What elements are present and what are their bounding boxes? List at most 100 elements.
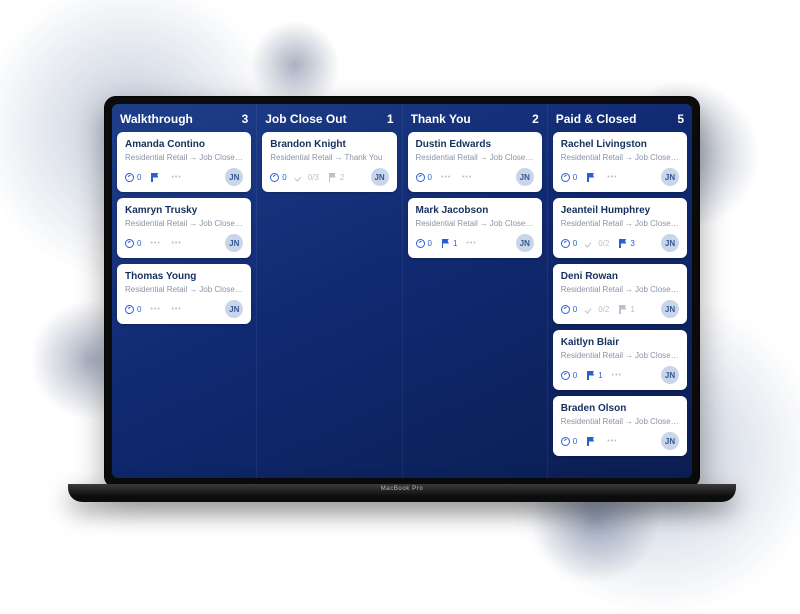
chip-check[interactable]: 0/3 (296, 173, 319, 182)
column-header: Walkthrough3 (117, 110, 251, 132)
kanban-card[interactable]: Jeanteil HumphreyResidential Retail→Job … (553, 198, 687, 258)
path-source: Residential Retail (416, 153, 478, 162)
avatar[interactable]: JN (661, 234, 679, 252)
chip-dots[interactable] (612, 371, 624, 380)
chip-flag[interactable] (586, 173, 598, 182)
chip-clock[interactable]: 0 (270, 173, 286, 182)
kanban-card[interactable]: Thomas YoungResidential Retail→Job Close… (117, 264, 251, 324)
card-name: Kamryn Trusky (125, 205, 243, 216)
avatar[interactable]: JN (661, 432, 679, 450)
card-name: Amanda Contino (125, 139, 243, 150)
chip-check[interactable]: 0/2 (586, 305, 609, 314)
chip-clock[interactable]: 0 (561, 239, 577, 248)
chip-text: 0/3 (308, 173, 319, 182)
arrow-icon: → (189, 285, 197, 294)
chip-text: 1 (453, 239, 457, 248)
chip-flag[interactable]: 1 (441, 239, 457, 248)
card-footer: 0 0/2 1 JN (561, 300, 679, 318)
card-name: Brandon Knight (270, 139, 388, 150)
path-dest: Job Close Out (199, 219, 243, 228)
chip-text: 0 (137, 173, 141, 182)
chip-dots[interactable] (150, 239, 162, 248)
laptop-base: MacBook Pro (68, 484, 736, 502)
chip-clock[interactable]: 0 (416, 239, 432, 248)
chip-text: 1 (598, 371, 602, 380)
kanban-card[interactable]: Kaitlyn BlairResidential Retail→Job Clos… (553, 330, 687, 390)
chip-text: 0 (428, 173, 432, 182)
dots-icon (150, 305, 159, 314)
avatar[interactable]: JN (661, 366, 679, 384)
card-footer: 0 JN (416, 168, 534, 186)
avatar[interactable]: JN (225, 168, 243, 186)
chip-clock[interactable]: 0 (125, 305, 141, 314)
card-chips: 0 0/2 3 (561, 239, 635, 248)
chip-flag[interactable] (586, 437, 598, 446)
board-column: Walkthrough3Amanda ContinoResidential Re… (112, 104, 257, 478)
chip-clock[interactable]: 0 (416, 173, 432, 182)
chip-dots[interactable] (462, 173, 474, 182)
column-count: 2 (532, 112, 539, 126)
card-name: Mark Jacobson (416, 205, 534, 216)
flag-icon (618, 239, 627, 248)
chip-flag[interactable]: 1 (586, 371, 602, 380)
dots-icon (150, 239, 159, 248)
chip-dots[interactable] (607, 437, 619, 446)
card-chips: 0 (125, 173, 183, 182)
clock-icon (125, 173, 134, 182)
kanban-card[interactable]: Rachel LivingstonResidential Retail→Job … (553, 132, 687, 192)
flag-icon (441, 239, 450, 248)
avatar[interactable]: JN (516, 234, 534, 252)
avatar[interactable]: JN (371, 168, 389, 186)
chip-flag[interactable]: 2 (328, 173, 344, 182)
card-name: Deni Rowan (561, 271, 679, 282)
avatar[interactable]: JN (225, 234, 243, 252)
avatar[interactable]: JN (661, 168, 679, 186)
chip-dots[interactable] (171, 305, 183, 314)
clock-icon (561, 371, 570, 380)
card-path: Residential Retail→Job Close Out (561, 219, 679, 228)
column-title: Walkthrough (120, 112, 193, 126)
avatar[interactable]: JN (661, 300, 679, 318)
chip-flag[interactable]: 3 (618, 239, 634, 248)
dots-icon (462, 173, 471, 182)
chip-dots[interactable] (150, 305, 162, 314)
card-path: Residential Retail→Job Close Out (416, 219, 534, 228)
board-column: Job Close Out1Brandon KnightResidential … (257, 104, 402, 478)
chip-text: 0 (573, 173, 577, 182)
chip-clock[interactable]: 0 (561, 371, 577, 380)
chip-dots[interactable] (466, 239, 478, 248)
chip-text: 1 (630, 305, 634, 314)
chip-dots[interactable] (607, 173, 619, 182)
chip-dots[interactable] (171, 239, 183, 248)
avatar[interactable]: JN (225, 300, 243, 318)
chip-dots[interactable] (441, 173, 453, 182)
kanban-card[interactable]: Deni RowanResidential Retail→Job Close O… (553, 264, 687, 324)
avatar[interactable]: JN (516, 168, 534, 186)
chip-clock[interactable]: 0 (125, 173, 141, 182)
kanban-card[interactable]: Amanda ContinoResidential Retail→Job Clo… (117, 132, 251, 192)
card-chips: 01 (561, 371, 624, 380)
arrow-icon: → (625, 351, 633, 360)
chip-clock[interactable]: 0 (561, 305, 577, 314)
chip-clock[interactable]: 0 (561, 173, 577, 182)
kanban-card[interactable]: Dustin EdwardsResidential Retail→Job Clo… (408, 132, 542, 192)
chip-flag[interactable]: 1 (618, 305, 634, 314)
chip-check[interactable]: 0/2 (586, 239, 609, 248)
chip-clock[interactable]: 0 (561, 437, 577, 446)
chip-flag[interactable] (150, 173, 162, 182)
card-path: Residential Retail→Job Close Out (561, 417, 679, 426)
path-dest: Job Close Out (490, 153, 534, 162)
path-dest: Job Close Out (199, 153, 243, 162)
card-chips: 01 (416, 239, 479, 248)
path-dest: Job Close Out (635, 417, 679, 426)
chip-clock[interactable]: 0 (125, 239, 141, 248)
kanban-card[interactable]: Brandon KnightResidential Retail→Thank Y… (262, 132, 396, 192)
kanban-card[interactable]: Mark Jacobson Residential Retail→Job Clos… (408, 198, 542, 258)
clock-icon (561, 437, 570, 446)
kanban-card[interactable]: Kamryn TruskyResidential Retail→Job Clos… (117, 198, 251, 258)
column-header: Paid & Closed5 (553, 110, 687, 132)
card-name: Braden Olson (561, 403, 679, 414)
kanban-card[interactable]: Braden Olson Residential Retail→Job Close… (553, 396, 687, 456)
chip-dots[interactable] (171, 173, 183, 182)
dots-icon (612, 371, 621, 380)
